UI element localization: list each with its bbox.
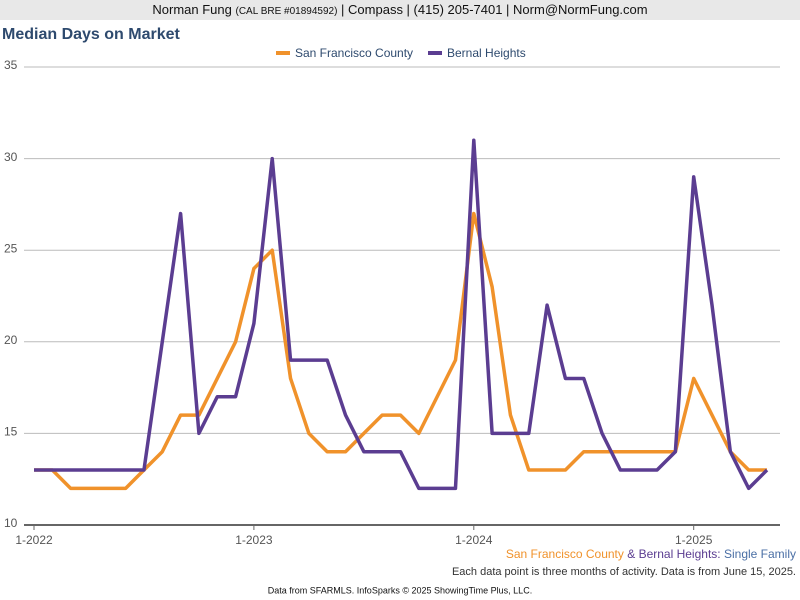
header-rest: | Compass | (415) 205-7401 | Norm@NormFu… (341, 2, 648, 17)
annotation: San Francisco County & Bernal Heights: S… (506, 547, 796, 561)
y-tick-label: 15 (4, 425, 18, 439)
note: Each data point is three months of activ… (452, 566, 796, 578)
y-tick-label: 35 (4, 58, 18, 72)
x-tick-label: 1-2023 (235, 533, 273, 547)
header-license: (CAL BRE #01894592) (236, 6, 338, 17)
annotation-area1: San Francisco County (506, 547, 624, 561)
chart-title: Median Days on Market (2, 26, 181, 43)
header-name: Norman Fung (152, 2, 231, 17)
y-tick-label: 10 (4, 516, 18, 530)
x-tick-label: 1-2025 (675, 533, 713, 547)
y-tick-label: 20 (4, 333, 18, 347)
series-line (34, 138, 769, 491)
header-bar (0, 0, 800, 20)
x-tick-label: 1-2024 (455, 533, 493, 547)
annotation-area2: & Bernal Heights: (627, 547, 720, 561)
legend-label: Bernal Heights (447, 46, 526, 60)
y-tick-label: 30 (4, 150, 18, 164)
y-tick-label: 25 (4, 241, 18, 255)
series-line (34, 211, 767, 491)
footer: Data from SFARMLS. InfoSparks © 2025 Sho… (268, 585, 532, 595)
legend-label: San Francisco County (295, 46, 413, 60)
annotation-segment: Single Family (724, 547, 796, 561)
x-tick-label: 1-2022 (15, 533, 53, 547)
header: Norman Fung (CAL BRE #01894592) | Compas… (152, 2, 647, 17)
